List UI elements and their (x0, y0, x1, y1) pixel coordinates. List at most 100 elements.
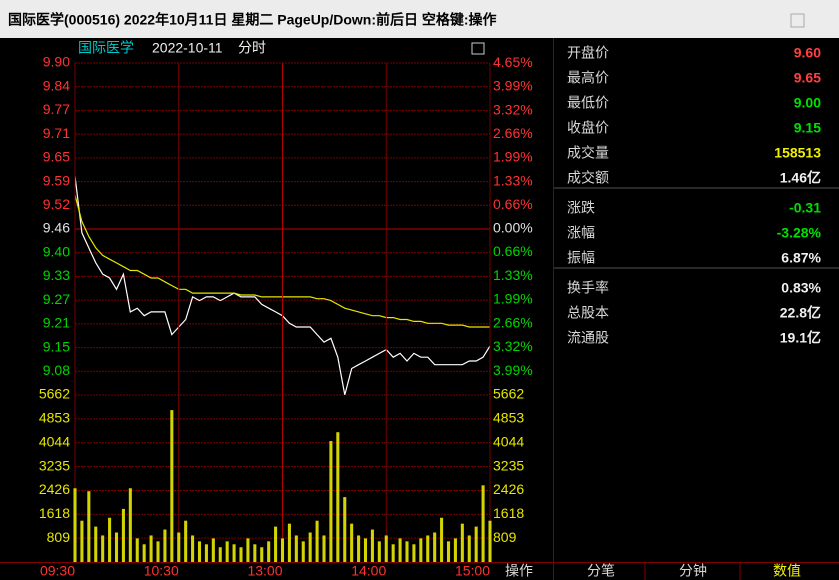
y2-tick-label: 1.33% (493, 172, 533, 188)
tab[interactable]: 分笔 (587, 563, 615, 579)
volume-bar (453, 538, 457, 562)
quote-label: 涨跌 (567, 200, 595, 216)
volume-bar (363, 538, 368, 562)
stock-name: 国际医学 (78, 40, 134, 56)
volume-bar (329, 441, 333, 562)
y-tick-label: 9.08 (43, 362, 70, 378)
volume-bar (350, 523, 354, 562)
quote-label: 开盘价 (567, 45, 609, 61)
tab[interactable]: 操作 (505, 563, 533, 579)
y2-tick-label: 2.66% (493, 315, 533, 331)
y-tick-label: 9.90 (43, 54, 70, 70)
volume-bar (294, 535, 298, 562)
y-tick-label: 809 (47, 529, 71, 545)
y-tick-label: 9.65 (43, 149, 70, 165)
volume-bar (87, 491, 91, 562)
quote-value: 1.46亿 (780, 170, 821, 186)
volume-bar (94, 526, 98, 562)
volume-bar (108, 517, 112, 562)
volume-bar (253, 544, 257, 562)
quote-label: 成交额 (567, 170, 609, 186)
y-tick-label: 1618 (39, 505, 70, 521)
y2-tick-label: 3.32% (493, 101, 533, 117)
y-tick-label: 2426 (39, 481, 70, 497)
tab[interactable]: 分钟 (679, 563, 707, 579)
volume-bar (357, 535, 361, 562)
y-tick-label: 9.77 (43, 101, 70, 117)
y2-tick-label: 0.66% (493, 196, 533, 212)
y2-tick-label: 2.66% (493, 125, 533, 141)
volume-bar (197, 541, 202, 562)
volume-bar (405, 541, 409, 562)
y-tick-label: 9.40 (43, 243, 70, 259)
quote-value: 19.1亿 (780, 330, 821, 346)
y-tick-label: 9.21 (43, 315, 70, 331)
volume-bar (467, 535, 471, 562)
quote-value: 22.8亿 (780, 305, 821, 321)
volume-bar (343, 497, 347, 562)
volume-bar (481, 485, 485, 562)
volume-bar (280, 538, 285, 562)
y-tick-label: 9.71 (43, 125, 70, 141)
y2-tick-label: 0.66% (493, 243, 533, 259)
quote-label: 涨幅 (567, 225, 595, 241)
volume-bar (419, 538, 423, 562)
y2-tick-label: 1.99% (493, 291, 533, 307)
volume-bar (80, 520, 84, 562)
quote-label: 收盘价 (567, 120, 609, 136)
volume-bar (101, 535, 105, 562)
y-tick-label: 4853 (39, 410, 70, 426)
volume-bar (440, 517, 444, 562)
volume-bar (308, 532, 312, 562)
quote-label: 最高价 (567, 70, 609, 86)
y2-tick-label: 0.00% (493, 220, 533, 236)
volume-bar (460, 523, 464, 562)
x-tick-label: 09:30 (40, 563, 75, 579)
volume-bar (301, 541, 305, 562)
y2-tick-label: 4.65% (493, 54, 533, 70)
chart-date: 2022-10-11 (152, 40, 223, 56)
y-tick-label: 9.33 (43, 267, 70, 283)
volume-bar (488, 520, 492, 562)
volume-bar (204, 544, 208, 562)
quote-value: -0.31 (789, 200, 821, 216)
y-tick-label-right: 809 (493, 529, 517, 545)
y-tick-label: 9.15 (43, 338, 70, 354)
volume-bar (128, 488, 132, 562)
quote-label: 成交量 (567, 145, 609, 161)
title-bar (0, 0, 839, 38)
volume-bar (163, 529, 167, 562)
volume-bar (426, 535, 430, 562)
volume-bar (260, 547, 264, 562)
volume-bar (211, 538, 215, 562)
volume-bar (225, 541, 229, 562)
close-button[interactable] (790, 13, 805, 28)
volume-bar (184, 520, 188, 562)
x-tick-label: 13:00 (247, 563, 282, 579)
tab[interactable]: 数值 (773, 563, 801, 579)
quote-label: 总股本 (567, 305, 609, 321)
y-tick-label-right: 4044 (493, 433, 524, 449)
pane-icon[interactable] (471, 42, 485, 55)
chart-view: 分时 (238, 40, 266, 56)
volume-bar (446, 541, 451, 562)
volume-bar (191, 535, 195, 562)
volume-bar (274, 526, 278, 562)
volume-bar (218, 547, 222, 562)
volume-bar (287, 523, 291, 562)
y-tick-label: 4044 (39, 433, 70, 449)
volume-bar (474, 526, 478, 562)
y-tick-label-right: 3235 (493, 457, 524, 473)
y-tick-label: 9.84 (43, 77, 70, 93)
volume-bar (156, 541, 160, 562)
quote-value: 158513 (774, 145, 821, 161)
volume-bar (142, 544, 146, 562)
y2-tick-label: 3.32% (493, 338, 533, 354)
y-tick-label-right: 4853 (493, 410, 524, 426)
y2-tick-label: 1.33% (493, 267, 533, 283)
volume-bar (121, 508, 125, 562)
y2-tick-label: 3.99% (493, 77, 533, 93)
